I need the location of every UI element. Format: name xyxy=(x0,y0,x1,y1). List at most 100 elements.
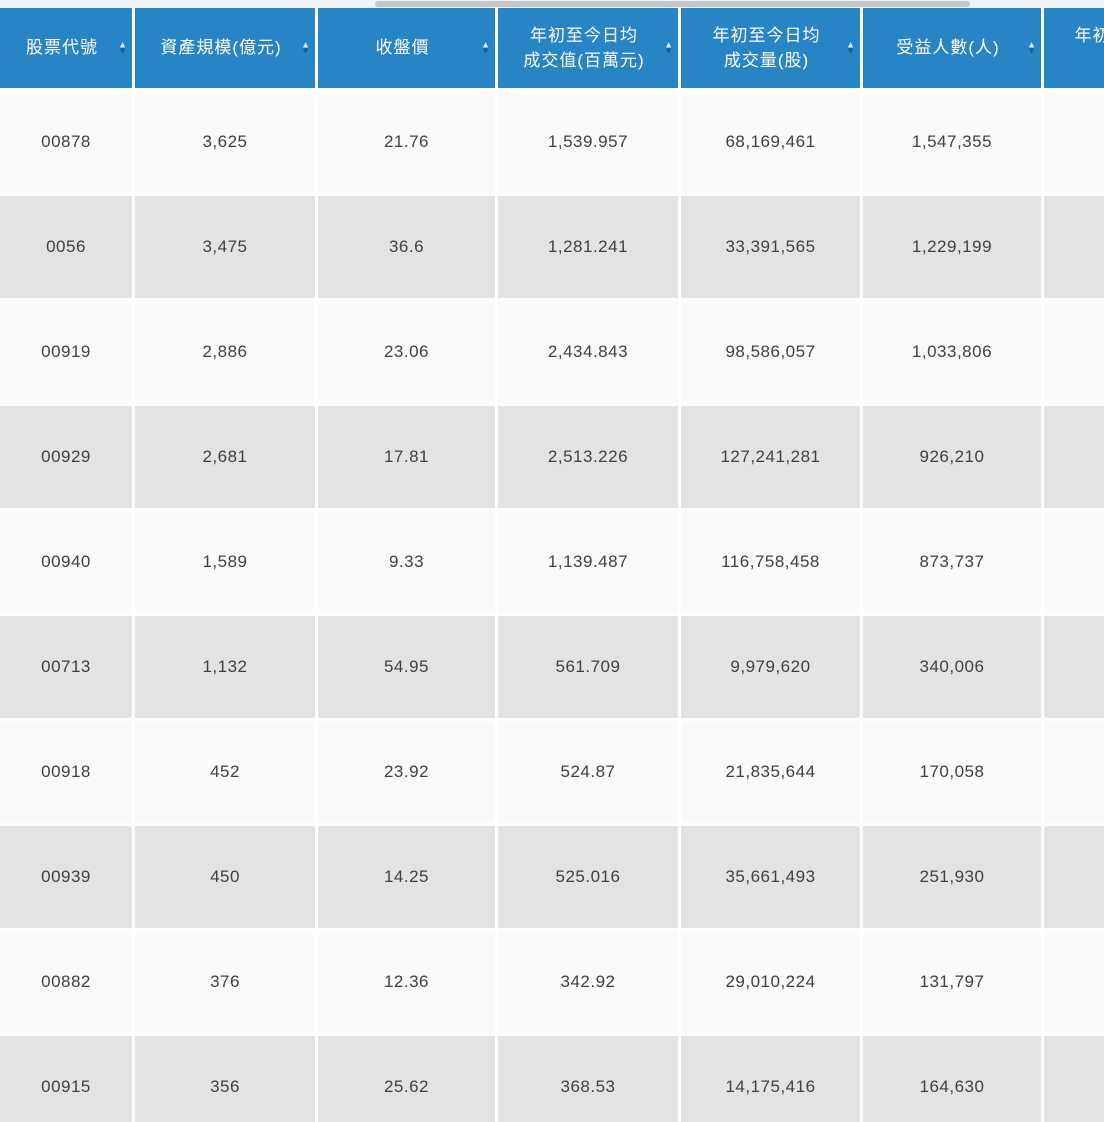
cell-close-price: 14.25 xyxy=(318,826,495,928)
cell-stock-code: 00918 xyxy=(0,721,132,823)
cell-stock-code: 00919 xyxy=(0,301,132,403)
table-row: 00929 2,681 17.81 2,513.226 127,241,281 926,2… xyxy=(0,406,1104,508)
cell-close-price: 21.76 xyxy=(318,91,495,193)
cell-ytd-avg-value: 2,513.226 xyxy=(498,406,678,508)
cell-aum: 1,589 xyxy=(135,511,315,613)
column-header-close-price[interactable]: 收盤價 ▲ ▼ xyxy=(318,8,495,88)
cell-ytd-avg-value: 1,139.487 xyxy=(498,511,678,613)
table-row: 00919 2,886 23.06 2,434.843 98,586,057 1,033,… xyxy=(0,301,1104,403)
cell-stock-code: 00939 xyxy=(0,826,132,928)
cell-ytd-performance: 8.92 xyxy=(1044,616,1104,718)
cell-ytd-avg-volume: 21,835,644 xyxy=(681,721,860,823)
cell-close-price: 17.81 xyxy=(318,406,495,508)
table-row: 0056 3,475 36.6 1,281.241 33,391,565 1,229,19… xyxy=(0,196,1104,298)
sort-icon[interactable]: ▲ ▼ xyxy=(1027,39,1036,55)
column-header-ytd-performance[interactable]: 年初至今績效 (%)▲▼ xyxy=(1044,8,1104,88)
column-header-label: 股票代號 xyxy=(26,38,98,58)
table-row: 0088237612.36342.9229,010,224131,79719.0… xyxy=(0,931,1104,1033)
sort-desc-icon: ▼ xyxy=(481,45,490,55)
column-header-stock-code[interactable]: 股票代號 ▲ ▼ xyxy=(0,8,132,88)
column-header-label: 受益人數(人) xyxy=(896,38,1000,58)
cell-stock-code: 00915 xyxy=(0,1036,132,1122)
cell-beneficiaries: 131,797 xyxy=(863,931,1041,1033)
sort-icon[interactable]: ▲ ▼ xyxy=(301,39,310,55)
cell-close-price: 12.36 xyxy=(318,931,495,1033)
sort-asc-icon: ▲ xyxy=(301,39,310,50)
column-header-ytd-avg-volume[interactable]: 年初至今日均 成交量(股) ▲ ▼ xyxy=(681,8,860,88)
cell-ytd-performance: -1.53 xyxy=(1044,196,1104,298)
cell-ytd-avg-value: 342.92 xyxy=(498,931,678,1033)
cell-stock-code: 00713 xyxy=(0,616,132,718)
sort-asc-icon: ▲ xyxy=(118,39,127,50)
scrollbar-thumb[interactable] xyxy=(375,1,970,7)
column-header-aum[interactable]: 資產規模(億元) ▲ ▼ xyxy=(135,8,315,88)
cell-ytd-avg-volume: 116,758,458 xyxy=(681,511,860,613)
column-header-label: 年初至今績效 (%) xyxy=(1074,25,1104,45)
cell-ytd-performance: 13.97 xyxy=(1044,1036,1104,1122)
sort-desc-icon: ▼ xyxy=(301,45,310,55)
cell-stock-code: 00878 xyxy=(0,91,132,193)
cell-ytd-performance: 19.08 xyxy=(1044,931,1104,1033)
cell-beneficiaries: 340,006 xyxy=(863,616,1041,718)
sort-icon[interactable]: ▲ ▼ xyxy=(664,39,673,55)
cell-ytd-avg-volume: 127,241,281 xyxy=(681,406,860,508)
sort-desc-icon: ▼ xyxy=(118,45,127,55)
column-header-beneficiaries[interactable]: 受益人數(人) ▲ ▼ xyxy=(863,8,1041,88)
cell-ytd-avg-volume: 33,391,565 xyxy=(681,196,860,298)
table-row: 0091535625.62368.5314,175,416164,63013.9… xyxy=(0,1036,1104,1122)
sort-icon[interactable]: ▲ ▼ xyxy=(846,39,855,55)
cell-beneficiaries: 251,930 xyxy=(863,826,1041,928)
cell-ytd-performance: -6.21 xyxy=(1044,406,1104,508)
cell-ytd-avg-volume: 98,586,057 xyxy=(681,301,860,403)
cell-aum: 1,132 xyxy=(135,616,315,718)
cell-stock-code: 00882 xyxy=(0,931,132,1033)
cell-ytd-avg-value: 1,539.957 xyxy=(498,91,678,193)
sort-icon[interactable]: ▲ ▼ xyxy=(481,39,490,55)
cell-beneficiaries: 873,737 xyxy=(863,511,1041,613)
cell-aum: 450 xyxy=(135,826,315,928)
cell-ytd-avg-value: 2,434.843 xyxy=(498,301,678,403)
cell-close-price: 23.06 xyxy=(318,301,495,403)
cell-close-price: 23.92 xyxy=(318,721,495,823)
cell-ytd-avg-volume: 29,010,224 xyxy=(681,931,860,1033)
column-header-label: 年初至今日均 成交值(百萬元) xyxy=(523,25,645,71)
cell-close-price: 25.62 xyxy=(318,1036,495,1122)
horizontal-scrollbar[interactable] xyxy=(0,0,1104,8)
column-header-ytd-avg-value[interactable]: 年初至今日均 成交值(百萬元) ▲ ▼ xyxy=(498,8,678,88)
sort-asc-icon: ▲ xyxy=(481,39,490,50)
cell-ytd-avg-volume: 35,661,493 xyxy=(681,826,860,928)
sort-icon[interactable]: ▲ ▼ xyxy=(118,39,127,55)
column-header-label: 收盤價 xyxy=(375,38,430,58)
cell-close-price: 36.6 xyxy=(318,196,495,298)
cell-aum: 356 xyxy=(135,1036,315,1122)
cell-beneficiaries: 170,058 xyxy=(863,721,1041,823)
etf-table: 股票代號 ▲ ▼ 資產規模(億元) ▲ ▼ 收盤價 ▲ ▼ 年初至今日均 成交值(百萬元) ▲ ▼ 年初… xyxy=(0,5,1104,1122)
header-row: 股票代號 ▲ ▼ 資產規模(億元) ▲ ▼ 收盤價 ▲ ▼ 年初至今日均 成交值(百萬元) ▲ ▼ 年初… xyxy=(0,8,1104,88)
cell-ytd-avg-value: 1,281.241 xyxy=(498,196,678,298)
sort-asc-icon: ▲ xyxy=(1027,39,1036,50)
cell-beneficiaries: 164,630 xyxy=(863,1036,1041,1122)
sort-desc-icon: ▼ xyxy=(1027,45,1036,55)
cell-ytd-avg-value: 561.709 xyxy=(498,616,678,718)
cell-ytd-performance: 8.88 xyxy=(1044,721,1104,823)
sort-desc-icon: ▼ xyxy=(846,45,855,55)
sort-desc-icon: ▼ xyxy=(664,45,673,55)
cell-beneficiaries: 1,229,199 xyxy=(863,196,1041,298)
cell-aum: 2,681 xyxy=(135,406,315,508)
cell-ytd-avg-value: 524.87 xyxy=(498,721,678,823)
cell-ytd-avg-volume: 14,175,416 xyxy=(681,1036,860,1122)
cell-ytd-performance: 3.83 xyxy=(1044,301,1104,403)
cell-stock-code: 00940 xyxy=(0,511,132,613)
cell-beneficiaries: 926,210 xyxy=(863,406,1041,508)
cell-close-price: 54.95 xyxy=(318,616,495,718)
cell-aum: 3,475 xyxy=(135,196,315,298)
sort-asc-icon: ▲ xyxy=(664,39,673,50)
cell-ytd-performance: 0.93 xyxy=(1044,91,1104,193)
column-header-label: 資產規模(億元) xyxy=(160,38,282,58)
cell-beneficiaries: 1,033,806 xyxy=(863,301,1041,403)
table-header: 股票代號 ▲ ▼ 資產規模(億元) ▲ ▼ 收盤價 ▲ ▼ 年初至今日均 成交值(百萬元) ▲ ▼ 年初… xyxy=(0,8,1104,88)
cell-beneficiaries: 1,547,355 xyxy=(863,91,1041,193)
sort-asc-icon: ▲ xyxy=(846,39,855,50)
